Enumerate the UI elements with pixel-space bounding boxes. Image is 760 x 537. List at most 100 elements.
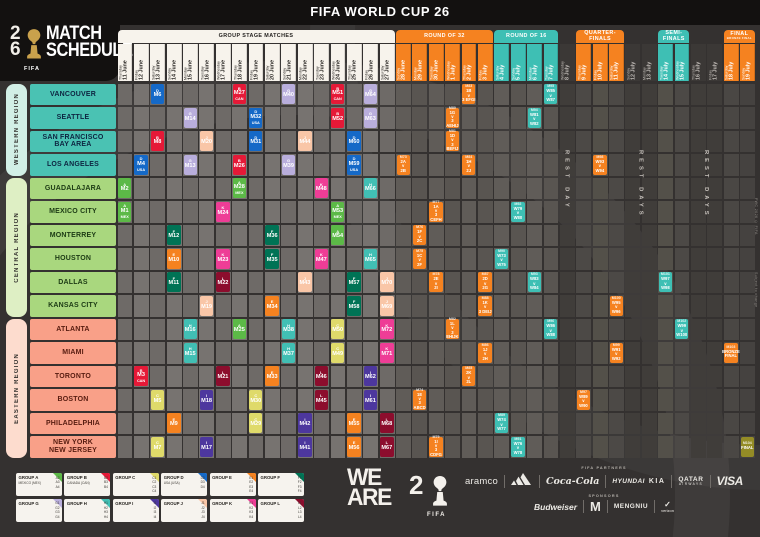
match-qualifier-line: 3 ABCD: [413, 400, 426, 410]
day-cell: [215, 295, 231, 317]
day-cell: [314, 436, 329, 458]
day-cell: [559, 365, 575, 387]
city-label-philadelphia: PHILADELPHIA: [30, 412, 116, 434]
match-qualifier-line: W100: [676, 332, 688, 338]
date-header-14-june: Sunday 14 June: [166, 44, 182, 81]
day-cell: [674, 154, 690, 176]
match-number: M68: [381, 421, 393, 428]
match-number: M53: [332, 207, 344, 214]
day-cell: [248, 318, 264, 340]
match-number: M83: [465, 84, 473, 89]
day-cell: [494, 83, 510, 105]
day-cell: [215, 83, 231, 105]
date-header-12-july: Sunday 12 July: [625, 44, 641, 81]
day-cell: [199, 248, 215, 270]
day-cell: [510, 248, 526, 270]
match-qualifier-line: BRONZE: [722, 348, 740, 354]
sponsor-block: FIFA PARTNERS aramco Coca-Cola HYUNDAI KIA Q…: [452, 466, 756, 534]
match-group-letter: L: [385, 440, 389, 446]
day-cell: [576, 436, 592, 458]
day-cell: [723, 365, 739, 387]
match-qualifier-line: 1F: [417, 229, 423, 235]
edge-subject-note: Subject to change: [754, 272, 758, 308]
day-cell: [412, 83, 428, 105]
day-cell: [690, 83, 706, 105]
date-number: 16 June: [204, 59, 211, 80]
day-cell: [314, 318, 329, 340]
match-cell-m18: I M18: [199, 389, 214, 410]
day-cell: [740, 342, 755, 364]
date-header-15-june: Monday 15 June: [183, 44, 198, 81]
day-cell: [543, 271, 559, 293]
day-cell: [215, 412, 231, 434]
day-cell: [396, 295, 411, 317]
match-qualifier-line: 1J: [482, 346, 488, 352]
date-header-text: Monday 6 July: [528, 46, 541, 79]
match-cell-m77: M77 1A v 3 CEFH: [429, 200, 443, 222]
day-cell: [117, 342, 133, 364]
group-slot: K4: [249, 514, 254, 519]
group-color-corner: [246, 473, 256, 482]
match-cell-m50: C M50: [331, 319, 345, 339]
day-cell: [133, 271, 149, 293]
match-cell-m2: A M2: [118, 178, 132, 198]
date-number: 23 June: [319, 59, 326, 80]
group-card-title: GROUP B: [66, 475, 87, 480]
day-cell: [690, 412, 706, 434]
match-number: M74: [416, 387, 424, 392]
match-group-letter: F: [172, 275, 176, 281]
day-cell: [314, 130, 329, 152]
match-group-letter: J: [303, 134, 307, 140]
day-cell: [477, 412, 493, 434]
match-group-letter: G: [188, 111, 192, 117]
match-number: M4: [137, 160, 145, 167]
day-cell: [592, 436, 608, 458]
edge-copyright-note: FWC 2026 © FIFA: [754, 198, 758, 235]
day-cell: [609, 318, 624, 340]
date-number: 18 June: [237, 59, 244, 80]
day-cell: [576, 271, 592, 293]
date-number: 16 July: [696, 61, 703, 80]
day-cell: [625, 436, 641, 458]
date-header-13-june: Saturday 13 June: [150, 44, 166, 81]
match-number: M57: [348, 280, 360, 287]
day-cell: [494, 224, 510, 246]
match-qualifier-line: W79: [513, 205, 523, 211]
day-cell: [363, 342, 379, 364]
match-group-letter: H: [287, 322, 290, 328]
group-slot: D3: [200, 480, 205, 485]
date-header-text: Wednesday 15 July: [676, 46, 689, 80]
city-label-line: LOS ANGELES: [46, 161, 100, 168]
city-label-dallas: DALLAS: [30, 271, 116, 293]
match-qualifier-line: v: [451, 325, 454, 331]
day-cell: [281, 436, 297, 458]
day-cell: [232, 342, 248, 364]
day-cell: [346, 318, 362, 340]
group-slot: E3: [249, 484, 254, 489]
match-qualifier-line: v: [533, 116, 536, 122]
date-number: 3 July: [483, 64, 490, 80]
day-cell: [150, 295, 166, 317]
day-cell: [166, 318, 182, 340]
day-cell: [592, 412, 608, 434]
date-header-22-june: Monday 22 June: [297, 44, 313, 81]
day-cell: [314, 107, 329, 129]
day-cell: [494, 295, 510, 317]
day-cell: [183, 295, 198, 317]
day-cell: [559, 436, 575, 458]
partner-cluster: QATAR AIRWAYS: [672, 476, 709, 487]
match-number: M95: [547, 84, 555, 89]
day-cell: [412, 201, 428, 223]
adidas-logo: [510, 472, 533, 490]
date-header-text: Friday 19 June: [250, 46, 263, 79]
day-cell: [297, 83, 313, 105]
match-number: M62: [365, 374, 376, 381]
match-number: M49: [332, 350, 344, 357]
day-cell: [346, 389, 362, 411]
match-qualifier-line: FINAL: [741, 445, 754, 451]
match-group-letter: E: [270, 369, 274, 375]
match-group-letter: I: [206, 393, 208, 399]
match-qualifier-line: v: [516, 210, 520, 216]
day-cell: [576, 224, 592, 246]
